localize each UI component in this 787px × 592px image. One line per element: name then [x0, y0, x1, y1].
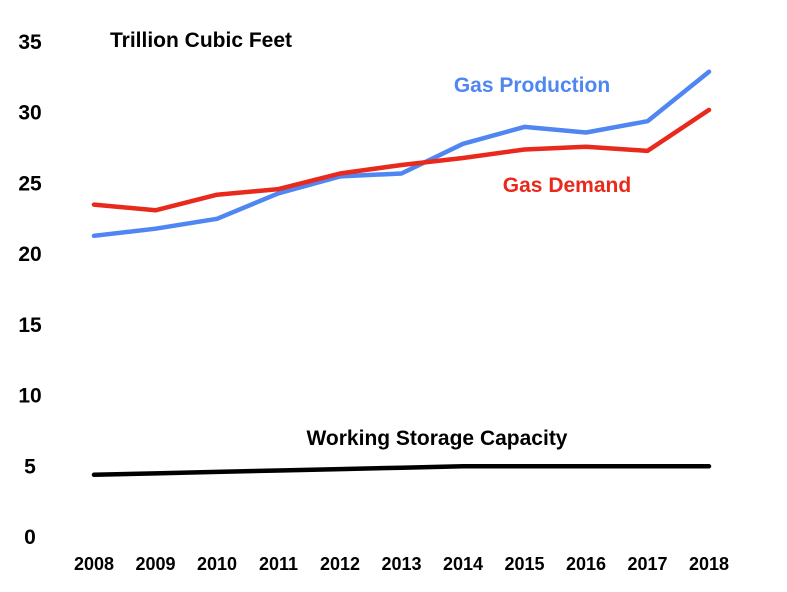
x-tick-label: 2008	[74, 554, 114, 574]
gas-demand-label: Gas Demand	[503, 174, 631, 197]
x-tick-label: 2013	[381, 554, 421, 574]
x-tick-label: 2014	[443, 554, 483, 574]
x-tick-label: 2010	[197, 554, 237, 574]
x-tick-label: 2017	[627, 554, 667, 574]
x-tick-label: 2015	[504, 554, 544, 574]
series-labels: Gas Production Gas Demand Working Storage …	[306, 74, 631, 450]
working-storage-capacity-label: Working Storage Capacity	[306, 427, 567, 450]
x-tick-label: 2016	[566, 554, 606, 574]
x-tick-label: 2018	[689, 554, 729, 574]
x-tick-label: 2009	[135, 554, 175, 574]
x-axis-ticks: 2008 2009 2010 2011 2012 2013 2014 2015 2016 2017…	[74, 554, 729, 574]
y-tick-label: 5	[24, 455, 36, 478]
y-tick-label: 10	[18, 385, 41, 408]
series-lines	[91, 69, 712, 478]
x-tick-label: 2012	[320, 554, 360, 574]
gas-demand-line	[91, 107, 712, 213]
y-tick-label: 25	[18, 172, 42, 195]
y-axis-ticks: 0 5 10 15 20 25 30 35	[18, 31, 42, 549]
working-storage-capacity-line	[91, 464, 712, 478]
y-tick-label: 15	[18, 314, 42, 337]
y-tick-label: 0	[24, 526, 36, 549]
y-tick-label: 30	[18, 102, 41, 125]
x-tick-label: 2011	[259, 554, 298, 574]
gas-production-line	[91, 69, 712, 239]
unit-label: Trillion Cubic Feet	[110, 29, 292, 52]
y-tick-label: 20	[18, 243, 41, 266]
gas-production-label: Gas Production	[454, 74, 610, 97]
y-tick-label: 35	[18, 31, 42, 54]
